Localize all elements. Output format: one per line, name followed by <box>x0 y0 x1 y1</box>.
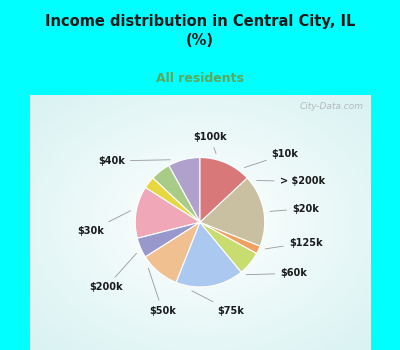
Wedge shape <box>200 178 265 246</box>
Text: $40k: $40k <box>98 156 170 166</box>
Wedge shape <box>169 158 200 222</box>
Text: > $200k: > $200k <box>257 176 325 186</box>
Text: All residents: All residents <box>156 72 244 85</box>
Text: $60k: $60k <box>246 268 307 278</box>
Text: Income distribution in Central City, IL
(%): Income distribution in Central City, IL … <box>45 14 355 48</box>
Wedge shape <box>135 188 200 238</box>
Text: $100k: $100k <box>194 132 227 154</box>
Text: $30k: $30k <box>78 211 130 236</box>
Wedge shape <box>153 166 200 222</box>
Wedge shape <box>145 222 200 282</box>
Wedge shape <box>137 222 200 257</box>
Text: $75k: $75k <box>192 291 244 316</box>
Wedge shape <box>176 222 241 287</box>
Text: $200k: $200k <box>90 253 136 292</box>
Text: $20k: $20k <box>270 204 319 214</box>
Text: $10k: $10k <box>244 149 299 168</box>
Text: City-Data.com: City-Data.com <box>300 102 364 111</box>
Wedge shape <box>145 178 200 222</box>
Text: $50k: $50k <box>148 268 176 316</box>
Wedge shape <box>200 222 257 272</box>
Text: $125k: $125k <box>265 238 322 249</box>
Wedge shape <box>200 222 260 253</box>
Wedge shape <box>200 158 247 222</box>
